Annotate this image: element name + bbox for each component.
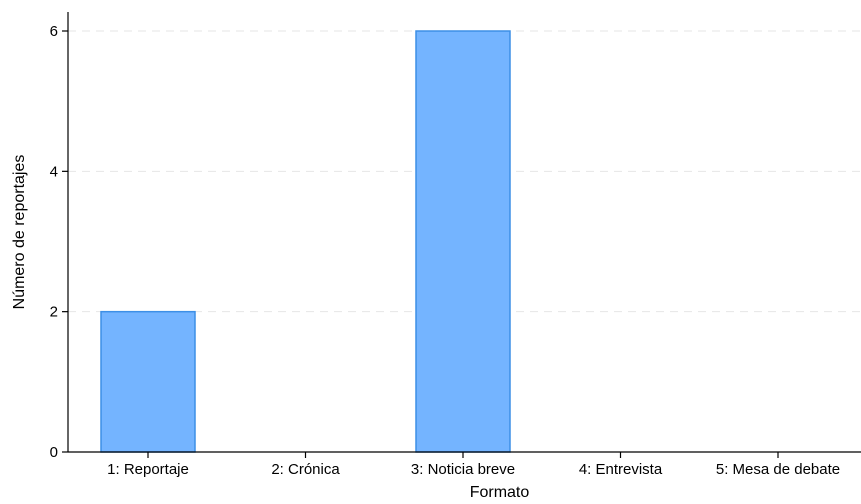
x-tick-label: 1: Reportaje	[107, 461, 189, 478]
y-tick-label: 6	[50, 23, 58, 40]
bars	[100, 30, 511, 453]
x-tick-label: 3: Noticia breve	[411, 461, 515, 478]
bar	[100, 310, 196, 453]
x-axis-title: Formato	[470, 484, 530, 501]
y-tick-label: 2	[50, 304, 58, 321]
axes	[67, 12, 861, 453]
bar	[415, 30, 511, 453]
y-tick-label: 4	[50, 163, 58, 180]
x-tick-label: 4: Entrevista	[579, 461, 663, 478]
y-ticks: 0 2 4 6	[50, 23, 68, 461]
x-tick-label: 5: Mesa de debate	[716, 461, 840, 478]
y-axis-title: Número de reportajes	[11, 155, 28, 310]
x-ticks: 1: Reportaje 2: Crónica 3: Noticia breve 4:…	[107, 452, 840, 478]
y-tick-label: 0	[50, 444, 58, 461]
x-tick-label: 2: Crónica	[271, 461, 340, 478]
